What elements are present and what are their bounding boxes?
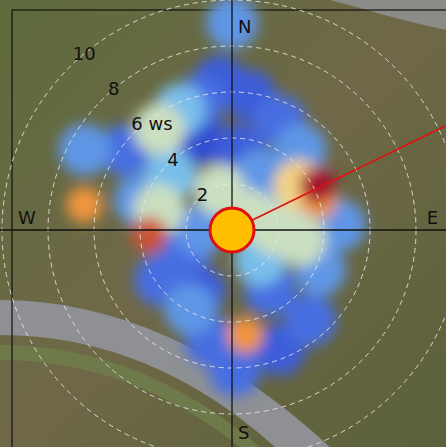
heat-cell xyxy=(131,217,167,253)
grid-ring xyxy=(2,0,446,447)
r-tick-label: 10 xyxy=(73,43,96,64)
heat-cell xyxy=(300,167,336,203)
centre-marker xyxy=(210,208,254,252)
pavement xyxy=(330,0,446,30)
heat-cell xyxy=(164,283,216,335)
r-tick-label: 4 xyxy=(167,149,178,170)
direction-label: N xyxy=(238,16,251,37)
heat-cell xyxy=(284,294,336,346)
background xyxy=(0,0,446,447)
frame xyxy=(12,10,446,447)
road xyxy=(0,300,330,447)
heat-cell xyxy=(209,344,261,396)
heat-cell xyxy=(67,187,103,223)
r-tick-label: 6 ws xyxy=(131,113,172,134)
r-tick-label: 2 xyxy=(197,184,208,205)
r-tick-label: 8 xyxy=(108,78,119,99)
direction-label: W xyxy=(18,207,36,228)
mean-direction xyxy=(232,28,446,230)
verge xyxy=(0,345,260,447)
chart: 24 6 ws 8 10 N E S W xyxy=(0,0,446,447)
direction-label: S xyxy=(238,422,249,443)
direction-label: E xyxy=(427,207,438,228)
grid xyxy=(2,0,446,447)
